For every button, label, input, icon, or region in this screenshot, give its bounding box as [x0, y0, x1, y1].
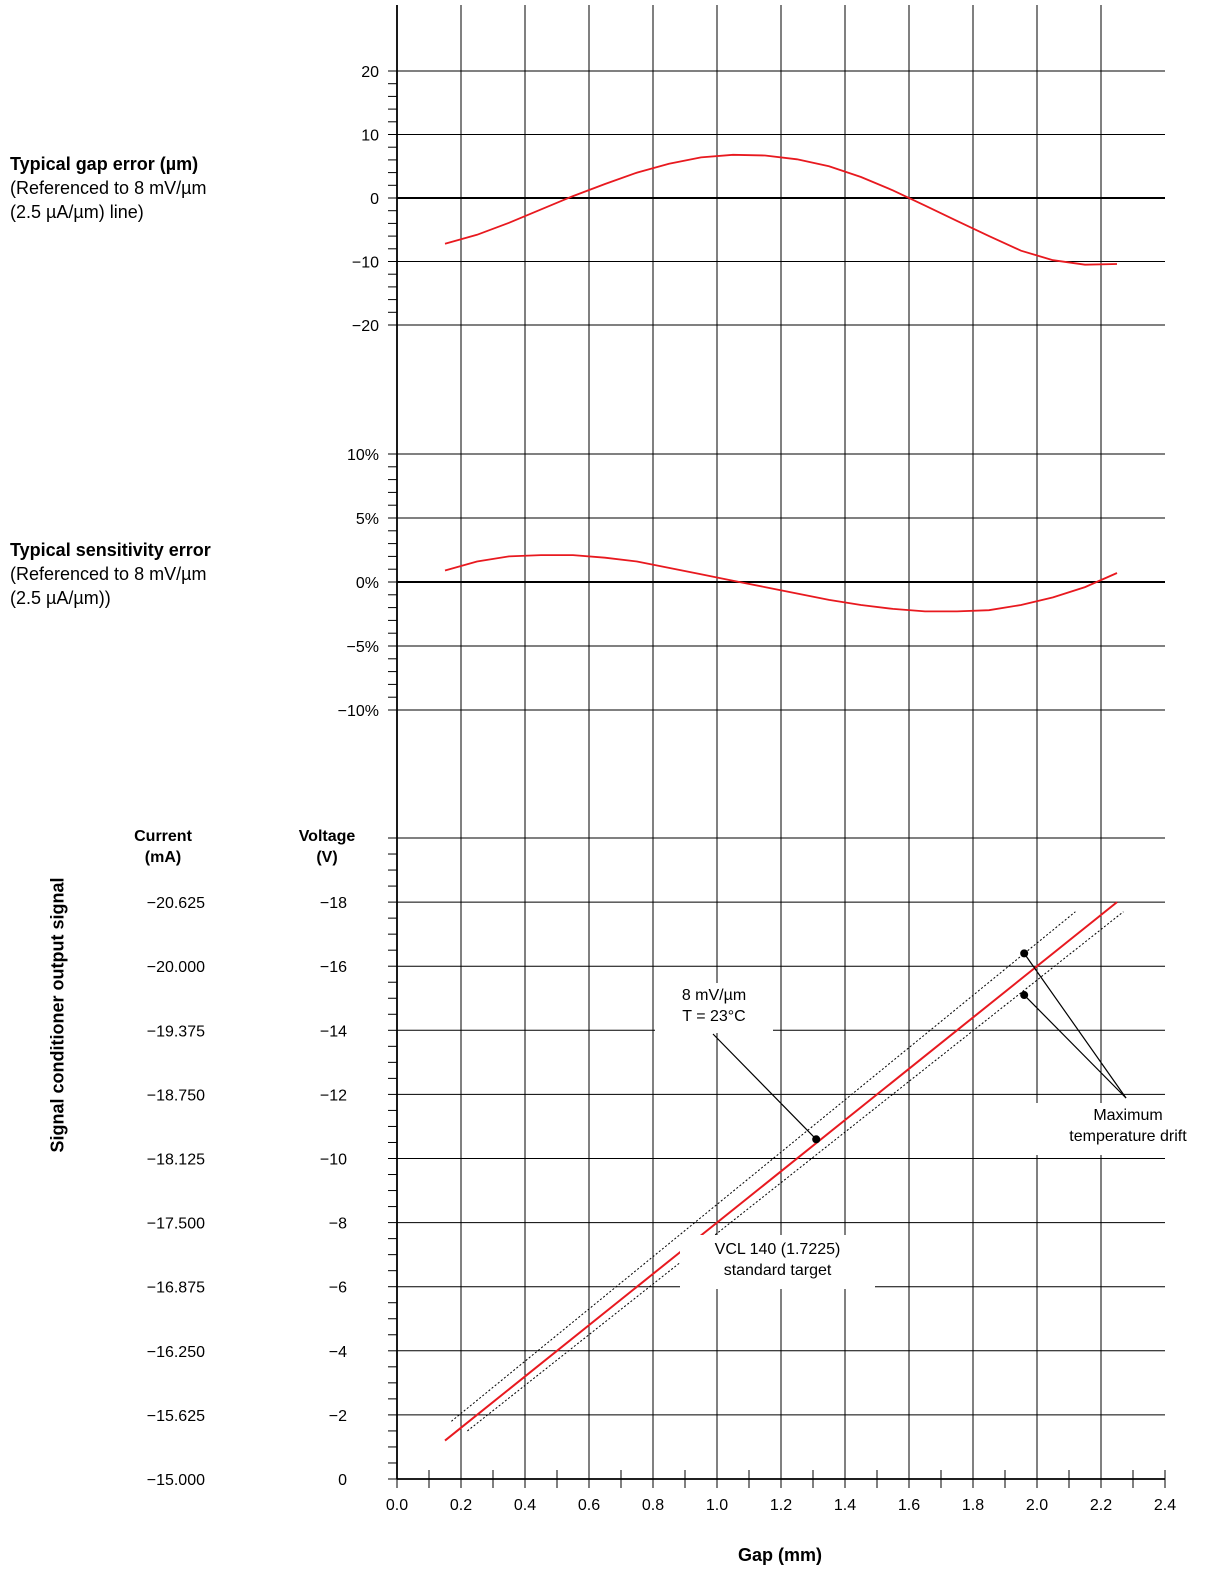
x-tick-label: 0.6	[578, 1497, 600, 1514]
current-header-line1: Current	[134, 828, 192, 845]
x-tick-label: 1.8	[962, 1497, 984, 1514]
sensitivity-title-text: Typical sensitivity error	[10, 540, 211, 560]
sensitivity-callout-line1: 8 mV/µm	[681, 987, 747, 1004]
voltage-tick-label: −16	[320, 959, 347, 976]
x-tick-label: 1.2	[770, 1497, 792, 1514]
drift-callout-line2: temperature drift	[1069, 1128, 1187, 1145]
sensitivity-error-title: Typical sensitivity error (Referenced to…	[10, 538, 211, 610]
y-tick-label: −10%	[338, 703, 379, 720]
current-column-header: Current (mA)	[125, 826, 201, 868]
current-tick-label: −20.000	[147, 959, 205, 976]
sensitivity-line	[444, 901, 1118, 1442]
target-callout-line2: standard target	[723, 1262, 832, 1279]
y-tick-label: 10%	[347, 447, 379, 464]
voltage-tick-label: −4	[329, 1344, 347, 1361]
voltage-tick-label: −6	[329, 1280, 347, 1297]
x-tick-label: 0.2	[450, 1497, 472, 1514]
sensitivity-callout: 8 mV/µm T = 23°C	[655, 983, 773, 1033]
drift-callout-line1: Maximum	[1093, 1107, 1163, 1124]
x-tick-label: 2.2	[1090, 1497, 1112, 1514]
voltage-tick-label: −8	[329, 1216, 347, 1233]
sensitivity-error-curve	[444, 554, 1118, 613]
voltage-tick-label: −10	[320, 1152, 347, 1169]
gap-error-title: Typical gap error (µm) (Referenced to 8 …	[10, 152, 206, 224]
standard-target-callout: VCL 140 (1.7225) standard target	[680, 1235, 875, 1289]
x-tick-label: 2.0	[1026, 1497, 1048, 1514]
x-tick-label: 1.0	[706, 1497, 728, 1514]
current-tick-label: −16.875	[147, 1280, 205, 1297]
current-tick-label: −15.625	[147, 1408, 205, 1425]
voltage-column-header: Voltage (V)	[289, 826, 365, 868]
voltage-tick-label: −2	[329, 1408, 347, 1425]
gap-error-curve	[444, 153, 1118, 266]
sensitivity-callout-line2: T = 23°C	[682, 1008, 746, 1025]
current-header-line2: (mA)	[144, 849, 182, 866]
drift-leader-line	[1023, 994, 1127, 1099]
voltage-header-line1: Voltage	[298, 828, 356, 845]
voltage-header-line2: (V)	[316, 849, 338, 866]
leader-lines	[712, 953, 1127, 1140]
voltage-tick-label: 0	[338, 1472, 347, 1489]
y-tick-label: 20	[361, 64, 379, 81]
target-callout-line1: VCL 140 (1.7225)	[714, 1241, 841, 1258]
x-tick-label: 1.6	[898, 1497, 920, 1514]
temperature-drift-callout: Maximum temperature drift	[1033, 1103, 1223, 1155]
voltage-tick-label: −14	[320, 1023, 347, 1040]
gap-error-subtitle-line2: (2.5 µA/µm) line)	[10, 202, 144, 222]
y-tick-label: 0	[370, 191, 379, 208]
y-tick-label: −5%	[347, 639, 379, 656]
grid	[397, 5, 1165, 1479]
voltage-tick-label: −18	[320, 895, 347, 912]
y-tick-label: 0%	[356, 575, 379, 592]
gap-error-title-text: Typical gap error (µm)	[10, 154, 199, 174]
drift-leader-line	[1023, 953, 1127, 1099]
temperature-drift-bound-line	[467, 911, 1124, 1432]
current-tick-label: −17.500	[147, 1216, 205, 1233]
y-tick-label: 10	[361, 128, 379, 145]
x-axis-title: Gap (mm)	[737, 1545, 823, 1565]
current-tick-label: −15.000	[147, 1472, 205, 1489]
gap-error-subtitle-line1: (Referenced to 8 mV/µm	[10, 178, 207, 198]
current-tick-label: −18.750	[147, 1087, 205, 1104]
x-tick-label: 0.8	[642, 1497, 664, 1514]
current-tick-label: −16.250	[147, 1344, 205, 1361]
current-tick-label: −20.625	[147, 895, 205, 912]
sensitivity-subtitle-line2: (2.5 µA/µm))	[10, 588, 111, 608]
x-tick-label: 0.0	[386, 1497, 408, 1514]
sensitivity-leader-line	[712, 1033, 817, 1140]
x-tick-label: 2.4	[1154, 1497, 1176, 1514]
y-tick-label: −20	[352, 318, 379, 335]
x-tick-label: 1.4	[834, 1497, 856, 1514]
x-tick-label: 0.4	[514, 1497, 536, 1514]
output-signal-vertical-label: Signal conditioner output signal	[47, 877, 68, 1153]
y-tick-label: 5%	[356, 511, 379, 528]
sensitivity-subtitle-line1: (Referenced to 8 mV/µm	[10, 564, 207, 584]
axes	[388, 5, 1166, 1488]
y-tick-label: −10	[352, 255, 379, 272]
voltage-tick-label: −12	[320, 1087, 347, 1104]
current-tick-label: −18.125	[147, 1152, 205, 1169]
current-tick-label: −19.375	[147, 1023, 205, 1040]
